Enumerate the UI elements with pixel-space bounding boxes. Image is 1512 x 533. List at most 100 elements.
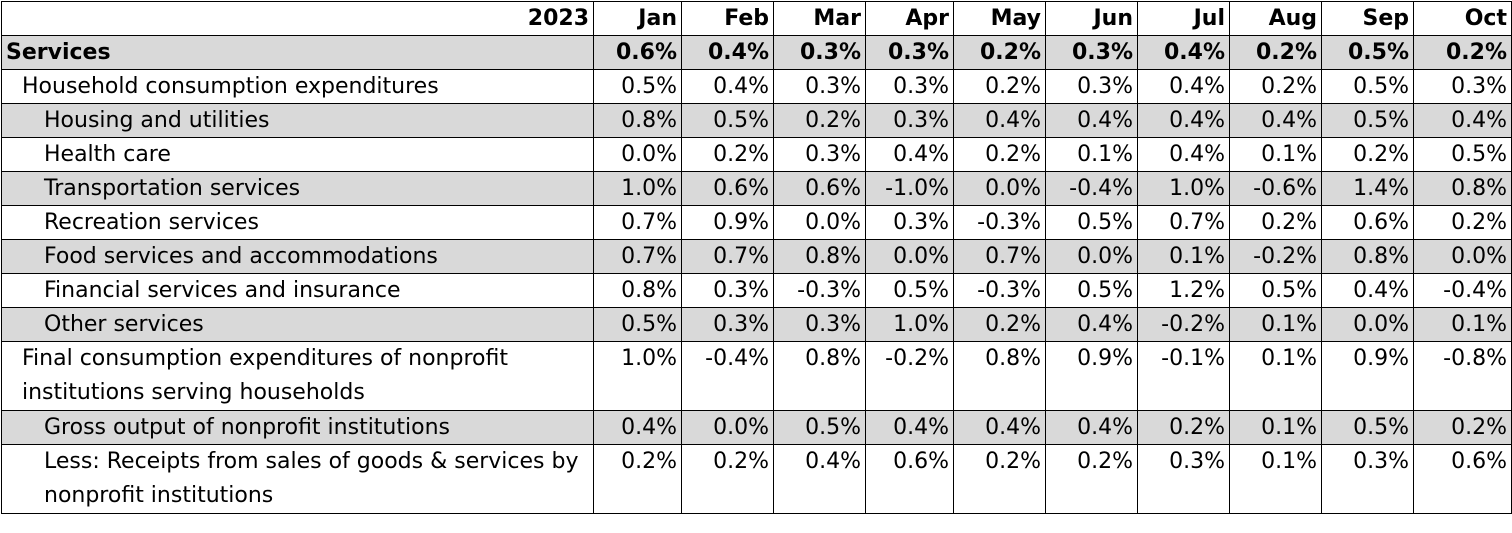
cell-oct: 0.6% (1413, 444, 1512, 514)
cell-jun: 0.3% (1045, 35, 1138, 70)
table-row: Financial services and insurance 0.8% 0.3%… (1, 273, 1512, 308)
table-row: Health care 0.0% 0.2% 0.3% 0.4% 0.2% 0.1% 0.4% 0… (1, 137, 1512, 172)
cell-feb: 0.0% (681, 410, 774, 445)
cell-jul: 0.4% (1137, 137, 1230, 172)
cell-jun: 0.4% (1045, 410, 1138, 445)
cell-apr: 0.4% (865, 410, 954, 445)
header-year: 2023 (1, 1, 594, 36)
cell-apr: 0.3% (865, 69, 954, 104)
cell-apr: 0.3% (865, 35, 954, 70)
cell-aug: 0.1% (1229, 341, 1322, 411)
header-jan: Jan (593, 1, 682, 36)
cell-sep: 0.6% (1321, 205, 1414, 240)
cell-feb: 0.7% (681, 239, 774, 274)
cell-mar: 0.3% (773, 307, 866, 342)
cell-sep: 0.5% (1321, 35, 1414, 70)
cell-jan: 0.7% (593, 205, 682, 240)
cell-apr: 0.5% (865, 273, 954, 308)
table-row: Other services 0.5% 0.3% 0.3% 1.0% 0.2% 0.4% -0… (1, 307, 1512, 342)
header-sep: Sep (1321, 1, 1414, 36)
header-aug: Aug (1229, 1, 1322, 36)
cell-mar: 0.8% (773, 239, 866, 274)
cell-jul: 0.2% (1137, 410, 1230, 445)
cell-oct: 0.1% (1413, 307, 1512, 342)
cell-may: 0.2% (953, 444, 1046, 514)
cell-jun: 0.2% (1045, 444, 1138, 514)
row-label: Gross output of nonprofit institutions (1, 410, 594, 445)
cell-may: -0.3% (953, 273, 1046, 308)
table-row: Recreation services 0.7% 0.9% 0.0% 0.3% -0.3%… (1, 205, 1512, 240)
cell-jan: 1.0% (593, 171, 682, 206)
cell-jan: 0.6% (593, 35, 682, 70)
cell-sep: 0.0% (1321, 307, 1414, 342)
cell-may: 0.2% (953, 35, 1046, 70)
cell-oct: 0.3% (1413, 69, 1512, 104)
cell-aug: -0.6% (1229, 171, 1322, 206)
cell-jan: 0.4% (593, 410, 682, 445)
cell-mar: 0.8% (773, 341, 866, 411)
cell-feb: -0.4% (681, 341, 774, 411)
header-row: 2023 Jan Feb Mar Apr May Jun Jul Aug Sep Oct (1, 1, 1512, 36)
cell-jul: 0.1% (1137, 239, 1230, 274)
row-label: Housing and utilities (1, 103, 594, 138)
cell-jun: 0.5% (1045, 273, 1138, 308)
services-price-change-table: 2023 Jan Feb Mar Apr May Jun Jul Aug Sep Oct Serv… (1, 1, 1512, 514)
cell-may: 0.4% (953, 410, 1046, 445)
cell-mar: 0.6% (773, 171, 866, 206)
cell-may: 0.2% (953, 137, 1046, 172)
cell-mar: 0.4% (773, 444, 866, 514)
cell-jan: 0.8% (593, 273, 682, 308)
cell-aug: 0.1% (1229, 410, 1322, 445)
cell-jan: 0.8% (593, 103, 682, 138)
cell-mar: 0.3% (773, 35, 866, 70)
cell-mar: 0.5% (773, 410, 866, 445)
cell-jan: 0.5% (593, 307, 682, 342)
cell-feb: 0.5% (681, 103, 774, 138)
header-jul: Jul (1137, 1, 1230, 36)
cell-aug: 0.2% (1229, 35, 1322, 70)
cell-mar: 0.3% (773, 69, 866, 104)
header-apr: Apr (865, 1, 954, 36)
cell-aug: 0.1% (1229, 444, 1322, 514)
cell-jun: 0.9% (1045, 341, 1138, 411)
cell-oct: -0.8% (1413, 341, 1512, 411)
cell-aug: 0.1% (1229, 137, 1322, 172)
table-row: Final consumption expenditures of nonpro… (1, 341, 1512, 411)
cell-oct: 0.5% (1413, 137, 1512, 172)
cell-sep: 0.3% (1321, 444, 1414, 514)
cell-aug: 0.4% (1229, 103, 1322, 138)
cell-oct: 0.2% (1413, 35, 1512, 70)
table-row: Services 0.6% 0.4% 0.3% 0.3% 0.2% 0.3% 0.4% 0.2%… (1, 35, 1512, 70)
table-row: Housing and utilities 0.8% 0.5% 0.2% 0.3% 0.4… (1, 103, 1512, 138)
header-jun: Jun (1045, 1, 1138, 36)
cell-may: 0.2% (953, 307, 1046, 342)
cell-feb: 0.6% (681, 171, 774, 206)
cell-oct: 0.8% (1413, 171, 1512, 206)
cell-jun: 0.1% (1045, 137, 1138, 172)
cell-may: 0.2% (953, 69, 1046, 104)
row-label: Financial services and insurance (1, 273, 594, 308)
cell-apr: 0.4% (865, 137, 954, 172)
row-label: Household consumption expenditures (1, 69, 594, 104)
cell-jun: 0.4% (1045, 307, 1138, 342)
cell-apr: -1.0% (865, 171, 954, 206)
table-row: Household consumption expenditures 0.5% 0.… (1, 69, 1512, 104)
cell-apr: 0.0% (865, 239, 954, 274)
cell-feb: 0.4% (681, 35, 774, 70)
cell-sep: 0.5% (1321, 410, 1414, 445)
cell-jan: 0.5% (593, 69, 682, 104)
cell-feb: 0.2% (681, 137, 774, 172)
cell-aug: 0.2% (1229, 69, 1322, 104)
header-feb: Feb (681, 1, 774, 36)
cell-aug: 0.1% (1229, 307, 1322, 342)
cell-apr: 0.6% (865, 444, 954, 514)
row-label: Food services and accommodations (1, 239, 594, 274)
cell-feb: 0.4% (681, 69, 774, 104)
cell-feb: 0.2% (681, 444, 774, 514)
cell-may: 0.4% (953, 103, 1046, 138)
table-row: Food services and accommodations 0.7% 0.7%… (1, 239, 1512, 274)
row-label: Other services (1, 307, 594, 342)
cell-jul: 1.0% (1137, 171, 1230, 206)
header-oct: Oct (1413, 1, 1512, 36)
cell-may: 0.8% (953, 341, 1046, 411)
